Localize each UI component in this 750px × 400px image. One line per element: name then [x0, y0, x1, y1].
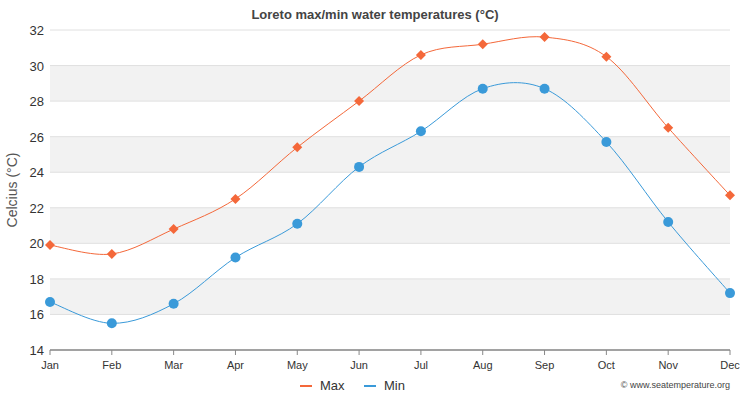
grid-band	[50, 66, 730, 102]
x-tick-label: Mar	[164, 359, 183, 371]
x-tick	[50, 350, 51, 355]
point	[292, 142, 302, 152]
x-tick	[420, 350, 421, 355]
x-tick-label: Feb	[102, 359, 121, 371]
grid-line	[50, 243, 730, 244]
x-tick-label: Jan	[41, 359, 59, 371]
x-tick	[297, 350, 298, 355]
point	[663, 217, 673, 227]
y-tick-label: 16	[30, 307, 44, 322]
series-line	[50, 83, 730, 324]
point	[354, 162, 364, 172]
point	[45, 297, 55, 307]
grid-line	[50, 207, 730, 208]
x-tick	[111, 350, 112, 355]
y-tick-label: 30	[30, 59, 44, 74]
y-tick-label: 24	[30, 165, 44, 180]
point	[601, 52, 611, 62]
x-tick-label: Nov	[658, 359, 678, 371]
x-tick-label: Oct	[598, 359, 615, 371]
grid-line	[50, 172, 730, 173]
y-tick-label: 22	[30, 201, 44, 216]
credit: © www.seatemperature.org	[621, 380, 730, 390]
title: Loreto max/min water temperatures (°C)	[251, 7, 498, 22]
chart: Loreto max/min water temperatures (°C) Ce…	[0, 0, 750, 400]
y-axis-label: Celcius (°C)	[4, 153, 20, 228]
x-tick	[730, 350, 731, 355]
point	[540, 32, 550, 42]
plot-area	[45, 32, 735, 328]
grid-line	[50, 101, 730, 102]
point	[292, 219, 302, 229]
y-tick-label: 26	[30, 130, 44, 145]
x-tick-label: May	[287, 359, 308, 371]
legend-swatch	[300, 385, 312, 387]
point	[107, 318, 117, 328]
grid-band	[50, 137, 730, 173]
point	[416, 50, 426, 60]
grid-line	[50, 350, 730, 351]
grid-line	[50, 65, 730, 66]
point	[45, 240, 55, 250]
y-tick-label: 14	[30, 343, 44, 358]
x-tick	[482, 350, 483, 355]
point	[725, 288, 735, 298]
legend-label: Max	[320, 378, 345, 393]
point	[169, 299, 179, 309]
point	[354, 96, 364, 106]
legend-swatch	[364, 385, 376, 387]
point	[540, 84, 550, 94]
x-tick	[235, 350, 236, 355]
legend-label: Min	[384, 378, 405, 393]
x-axis	[50, 349, 730, 351]
point	[230, 253, 240, 263]
series-line	[50, 37, 730, 255]
y-tick-label: 28	[30, 94, 44, 109]
x-tick	[668, 350, 669, 355]
x-tick	[173, 350, 174, 355]
x-tick-label: Apr	[227, 359, 244, 371]
grid-band	[50, 279, 730, 315]
y-tick-label: 32	[30, 23, 44, 38]
y-tick-label: 18	[30, 272, 44, 287]
point	[416, 126, 426, 136]
grid-line	[50, 136, 730, 137]
x-tick-label: Jul	[414, 359, 428, 371]
point	[107, 249, 117, 259]
point	[169, 224, 179, 234]
point	[478, 84, 488, 94]
x-tick-label: Jun	[350, 359, 368, 371]
x-tick-label: Sep	[535, 359, 555, 371]
x-tick	[544, 350, 545, 355]
x-tick	[606, 350, 607, 355]
grid-line	[50, 30, 730, 31]
x-tick-label: Aug	[473, 359, 493, 371]
grid-line	[50, 278, 730, 279]
y-tick-label: 20	[30, 236, 44, 251]
grid-band	[50, 208, 730, 244]
point	[663, 123, 673, 133]
point	[601, 137, 611, 147]
point	[478, 39, 488, 49]
point	[230, 194, 240, 204]
point	[725, 190, 735, 200]
x-tick-label: Dec	[720, 359, 740, 371]
x-tick	[359, 350, 360, 355]
